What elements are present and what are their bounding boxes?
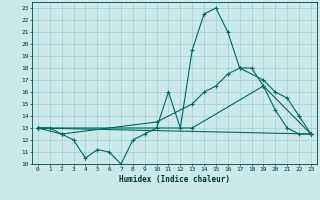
X-axis label: Humidex (Indice chaleur): Humidex (Indice chaleur)	[119, 175, 230, 184]
